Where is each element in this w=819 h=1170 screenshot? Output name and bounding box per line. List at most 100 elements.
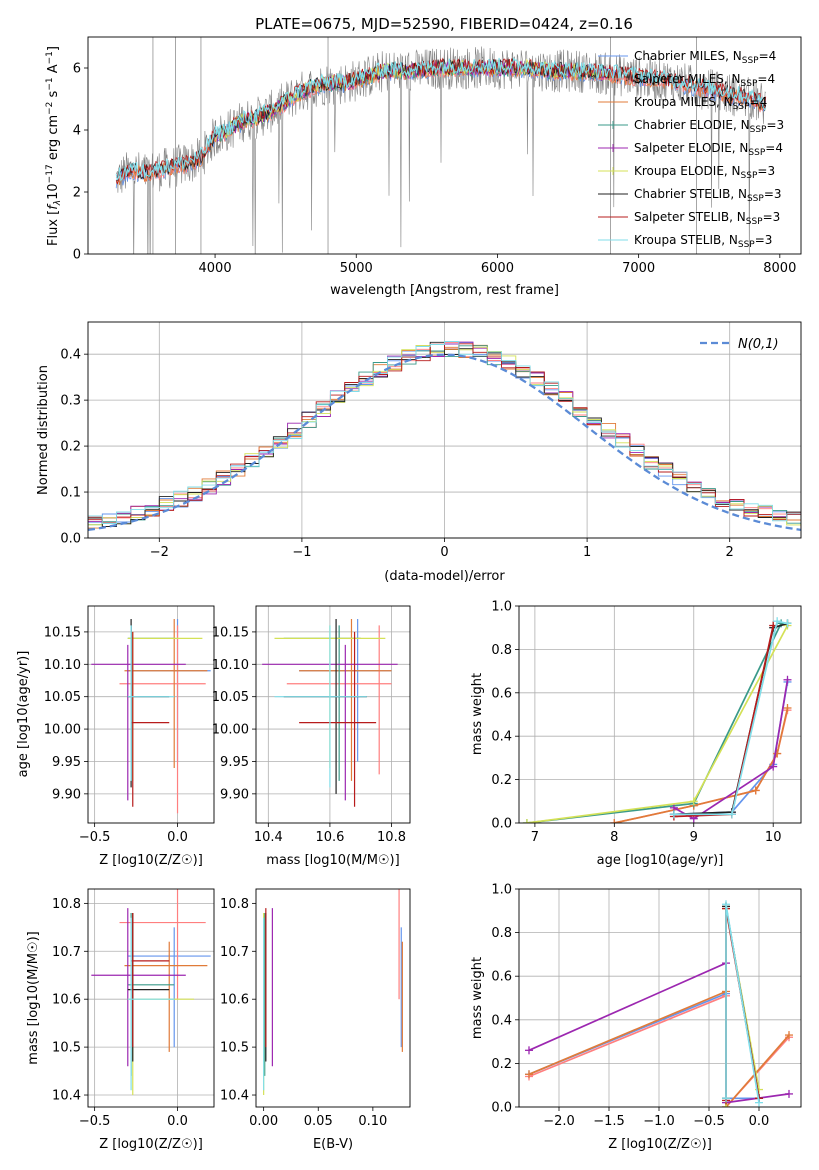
massweight_vs_Z-plot (525, 900, 793, 1107)
legend-label: N(0,1) (738, 337, 779, 352)
y-tick-label: 10.5 (52, 1041, 81, 1056)
y-tick-label: 10.05 (44, 690, 81, 705)
x-tick-label: 9 (690, 830, 698, 845)
salpeter_stelib-histogram (88, 343, 801, 529)
x-tick-label: 1 (583, 545, 591, 560)
normal-distribution-curve (88, 353, 801, 532)
y-tick-label: 9.95 (220, 755, 249, 770)
x-tick-label: −1 (292, 545, 311, 560)
y-tick-label: 0.4 (491, 730, 512, 745)
kroupa_stelib-histogram (88, 341, 801, 524)
y-tick-label: 0.2 (491, 1057, 512, 1072)
y-tick-label: 6 (73, 62, 81, 77)
chabrier_miles-series-line (528, 992, 759, 1100)
y-tick-label: 10.7 (52, 945, 81, 960)
x-tick-label: −1.0 (643, 1114, 675, 1129)
salpeter_stelib-model-line (115, 57, 767, 185)
age_vs_Z-axes: −0.5 0.0 9.90 9.95 10.00 10.05 10.10 10.15 (44, 606, 214, 845)
x-tick-label: 0.0 (167, 830, 188, 845)
x-tick-label: 4000 (199, 261, 232, 276)
kroupa_stelib-series-line (673, 620, 788, 816)
massweight_vs_age-plot (522, 617, 792, 823)
legend-label: Chabrier MILES, NSSP=4 (634, 49, 776, 66)
age_vs_mass-plot (262, 618, 398, 807)
mass_vs_EBV-x-axis-label: E(B-V) (313, 1137, 353, 1152)
mass_vs_Z-x-axis-label: Z [log10(Z/Z☉)] (99, 1137, 203, 1152)
age_vs_Z-y-axis-label: age [log10(age/yr)] (16, 651, 31, 778)
x-tick-label: 10.6 (315, 830, 344, 845)
y-tick-label: 10.8 (220, 897, 249, 912)
spectrum-plot (115, 37, 767, 254)
age_vs_Z-x-axis-label: Z [log10(Z/Z☉)] (99, 853, 203, 868)
legend-label: Salpeter MILES, NSSP=4 (634, 72, 775, 89)
y-tick-label: 0.8 (491, 643, 512, 658)
y-tick-label: 10.10 (44, 658, 81, 673)
x-tick-label: 6000 (481, 261, 514, 276)
y-tick-label: 1.0 (491, 600, 512, 615)
massweight_vs_age-x-axis-label: age [log10(age/yr)] (597, 853, 724, 868)
x-tick-label: 0.00 (249, 1114, 278, 1129)
data-spectrum-line (115, 46, 766, 254)
salpeter_miles-series-line (614, 710, 789, 823)
y-tick-label: 0.2 (491, 773, 512, 788)
y-tick-label: 0.0 (491, 817, 512, 832)
y-tick-label: 10.05 (212, 690, 249, 705)
y-tick-label: 1.0 (491, 883, 512, 898)
mass_vs_EBV-frame (255, 888, 411, 1108)
residuals-frame (87, 321, 802, 539)
y-tick-label: 10.10 (212, 658, 249, 673)
x-tick-label: 8000 (763, 261, 796, 276)
massweight_vs_Z-x-axis-label: Z [log10(Z/Z☉)] (608, 1137, 712, 1152)
spectrum-y-axis-label: Flux [fλ10−17 erg cm−2 s−1 A−1] (45, 46, 63, 246)
y-tick-label: 9.90 (220, 787, 249, 802)
massweight_vs_Z-y-axis-label: mass weight (470, 957, 485, 1039)
y-tick-label: 0.8 (491, 926, 512, 941)
y-tick-label: 0.2 (60, 440, 81, 455)
y-tick-label: 0.0 (491, 1101, 512, 1116)
spectrum-legend: Chabrier MILES, NSSP=4 Salpeter MILES, NS… (598, 49, 784, 250)
y-tick-label: 10.00 (212, 723, 249, 738)
x-tick-label: 0 (440, 545, 448, 560)
x-tick-label: −2.0 (543, 1114, 575, 1129)
x-tick-label: 10.4 (254, 830, 283, 845)
y-tick-label: 0.4 (60, 348, 81, 363)
x-tick-label: 10 (765, 830, 782, 845)
y-tick-label: 9.95 (52, 755, 81, 770)
y-tick-label: 0.1 (60, 486, 81, 501)
y-tick-label: 0.4 (491, 1013, 512, 1028)
massweight_vs_Z-axes: −2.0 −1.5 −1.0 −0.5 0.0 0.0 0.2 0.4 0.6 0.8 1.0 (491, 883, 801, 1129)
x-tick-label: 0.0 (167, 1114, 188, 1129)
x-tick-label: −1.5 (593, 1114, 625, 1129)
x-tick-label: −0.5 (693, 1114, 725, 1129)
legend-label: Salpeter STELIB, NSSP=3 (634, 210, 780, 227)
residuals-legend: N(0,1) (700, 337, 779, 352)
residuals-x-axis-label: (data-model)/error (384, 569, 505, 584)
y-tick-label: 10.15 (44, 625, 81, 640)
y-tick-label: 0.6 (491, 686, 512, 701)
y-tick-label: 2 (73, 186, 81, 201)
spectrum-axes: 4000 5000 6000 7000 8000 0 2 4 6 (73, 62, 797, 277)
x-tick-label: 2 (726, 545, 734, 560)
residuals-axes: −2 −1 0 1 2 0.0 0.1 0.2 0.3 0.4 (60, 322, 801, 560)
legend-label: Kroupa STELIB, NSSP=3 (634, 233, 772, 250)
legend-label: Kroupa ELODIE, NSSP=3 (634, 164, 775, 181)
x-tick-label: 7000 (622, 261, 655, 276)
age_vs_mass-frame (255, 605, 411, 824)
legend-label: Salpeter ELODIE, NSSP=4 (634, 141, 783, 158)
y-tick-label: 0.3 (60, 394, 81, 409)
massweight_vs_age-frame (518, 605, 802, 824)
y-tick-label: 0.6 (491, 970, 512, 985)
x-tick-label: −0.5 (79, 1114, 111, 1129)
y-tick-label: 10.4 (220, 1089, 249, 1104)
age_vs_Z-plot (91, 618, 211, 814)
y-tick-label: 10.8 (52, 897, 81, 912)
y-tick-label: 10.00 (44, 723, 81, 738)
residuals-y-axis-label: Normed distribution (36, 365, 51, 495)
figure-title: PLATE=0675, MJD=52590, FIBERID=0424, z=0… (255, 15, 633, 33)
x-tick-label: 0.05 (304, 1114, 333, 1129)
age_vs_mass-axes: 10.4 10.6 10.8 9.90 9.95 10.00 10.05 10.10 10.15 (212, 606, 410, 845)
y-tick-label: 10.6 (220, 993, 249, 1008)
mass_vs_EBV-plot (263, 889, 403, 1096)
y-tick-label: 10.5 (220, 1041, 249, 1056)
